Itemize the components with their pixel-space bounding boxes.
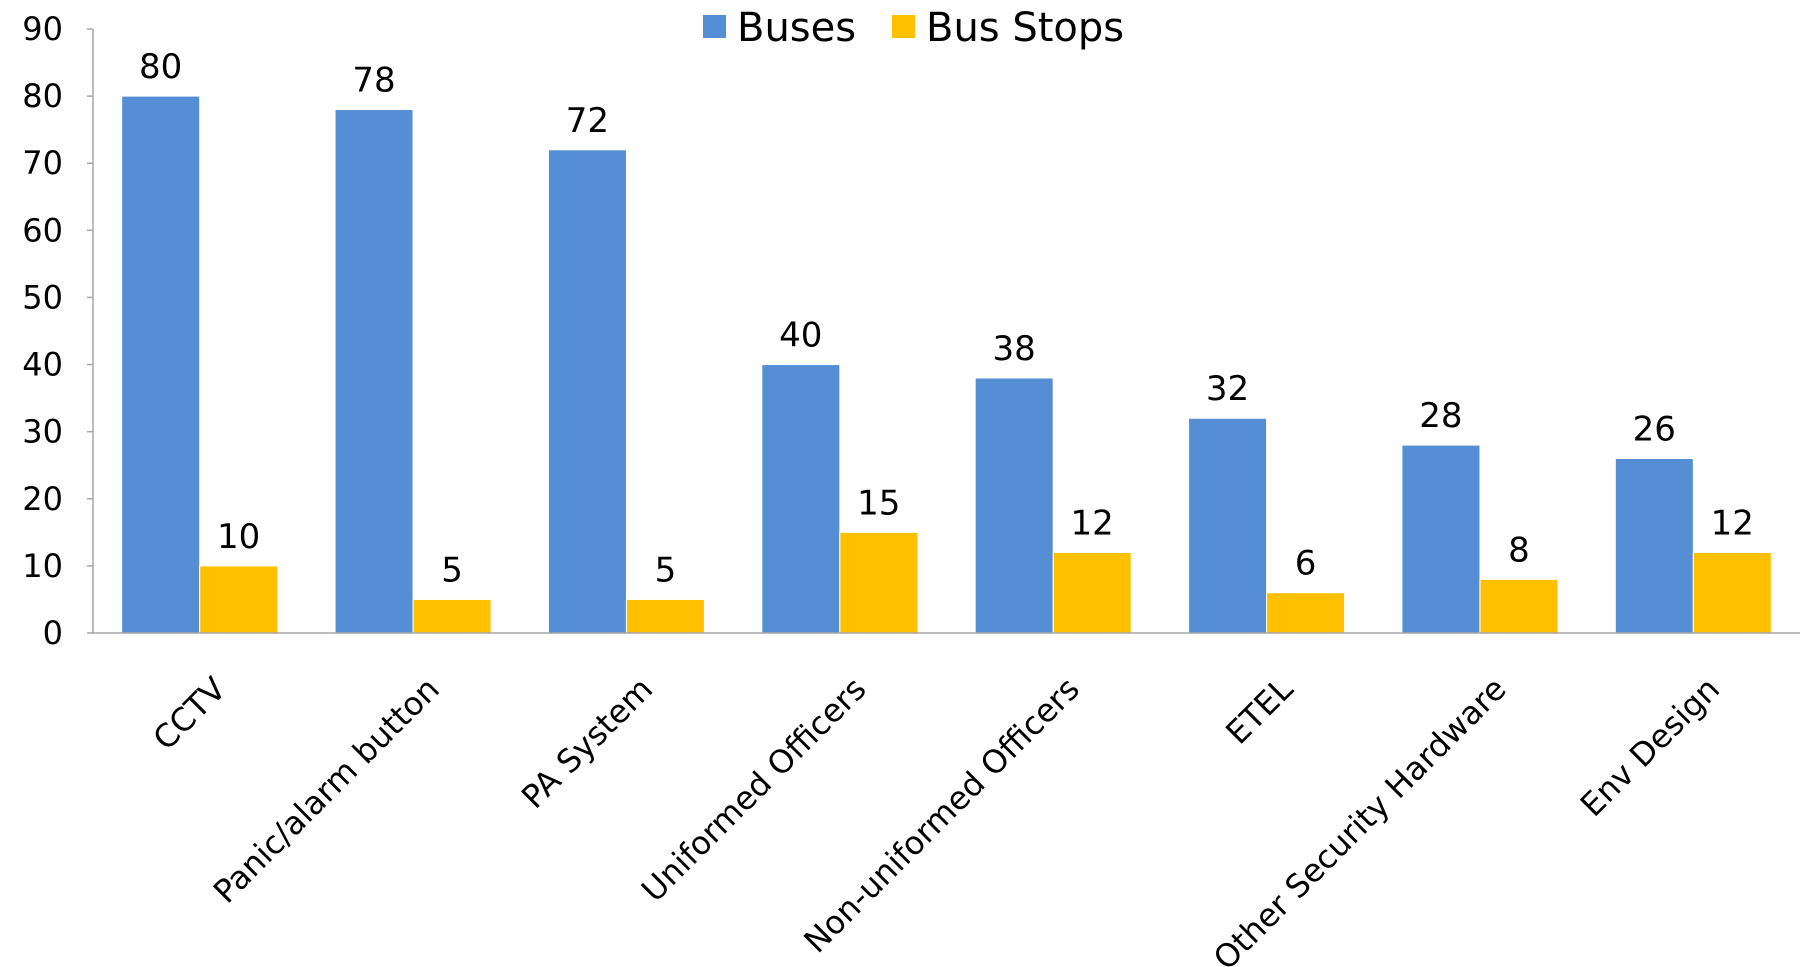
bar-buses-etel [1188,417,1268,634]
data-label-buses-cctv: 80 [139,47,182,87]
legend-label-buses: Buses [737,5,856,51]
bar-bus-stops-panic-alarm-button [412,598,492,634]
data-label-buses-panic-alarm-button: 78 [352,61,395,101]
data-label-bus-stops-pa-system: 5 [655,550,677,590]
bar-bus-stops-non-uniformed-officers [1052,551,1132,634]
data-label-bus-stops-env-design: 12 [1711,503,1754,543]
x-tick-label-env-design: Env Design [1573,670,1727,824]
bar-buses-non-uniformed-officers [974,377,1054,634]
data-label-buses-env-design: 26 [1633,410,1676,450]
x-tick-label-uniformed-officers: Uniformed Officers [634,670,873,909]
data-label-buses-pa-system: 72 [566,101,609,141]
bar-buses-other-security-hardware [1401,444,1481,634]
bar-bus-stops-etel [1266,592,1346,634]
bar-bus-stops-env-design [1692,551,1772,634]
data-label-buses-other-security-hardware: 28 [1419,396,1462,436]
x-tick-label-pa-system: PA System [514,670,660,816]
bar-buses-env-design [1614,458,1694,634]
bar-bus-stops-pa-system [625,598,705,634]
y-tick-label: 70 [22,144,63,182]
bar-buses-uniformed-officers [761,364,841,634]
bar-bus-stops-other-security-hardware [1479,578,1559,634]
bar-buses-panic-alarm-button [334,109,414,634]
y-tick-label: 10 [22,547,63,585]
y-tick-label: 40 [22,346,63,384]
bar-bus-stops-cctv [199,565,279,634]
data-label-bus-stops-non-uniformed-officers: 12 [1071,503,1114,543]
data-label-bus-stops-uniformed-officers: 15 [857,483,900,523]
data-label-bus-stops-cctv: 10 [217,517,260,557]
y-tick-label: 90 [22,10,63,48]
legend: Buses Bus Stops [703,5,1124,51]
y-tick-label: 50 [22,278,63,316]
x-tick-label-panic-alarm-button: Panic/alarm button [206,670,447,911]
y-tick-label: 0 [43,614,63,652]
data-label-buses-non-uniformed-officers: 38 [993,329,1036,369]
y-tick-label: 80 [22,77,63,115]
x-tick-label-etel: ETEL [1218,670,1300,752]
bars: 80 10 78 5 72 5 40 15 38 12 32 6 28 8 26 12 [121,47,1772,634]
legend-swatch-bus-stops [892,15,915,38]
y-tick-label: 20 [22,480,63,518]
bar-buses-pa-system [547,149,627,634]
data-label-bus-stops-other-security-hardware: 8 [1508,530,1530,570]
y-tick-label: 30 [22,413,63,451]
x-tick-label-cctv: CCTV [146,670,234,758]
bar-buses-cctv [121,95,201,634]
bar-bus-stops-uniformed-officers [839,531,919,634]
data-label-bus-stops-etel: 6 [1295,544,1317,584]
data-label-buses-uniformed-officers: 40 [779,316,822,356]
data-label-bus-stops-panic-alarm-button: 5 [441,550,463,590]
data-label-buses-etel: 32 [1206,369,1249,409]
legend-swatch-buses [703,15,726,38]
y-axis: 0 10 20 30 40 50 60 70 80 90 [22,10,94,652]
y-tick-label: 60 [22,211,63,249]
legend-label-bus-stops: Bus Stops [926,5,1124,51]
